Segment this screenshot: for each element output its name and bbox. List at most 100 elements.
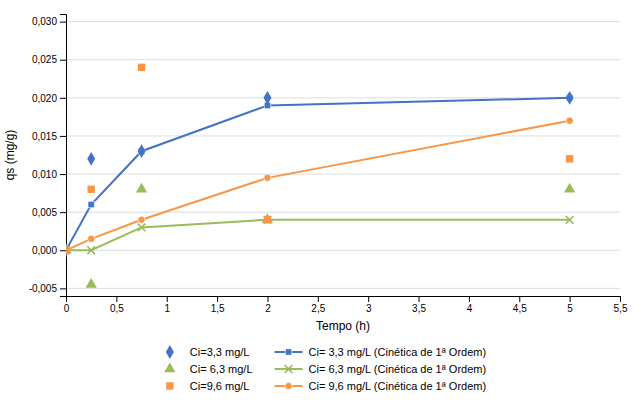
line-marker xyxy=(138,224,146,232)
series xyxy=(66,95,573,254)
y-tick: 0,010 xyxy=(32,169,66,180)
y-tick: 0,015 xyxy=(32,131,66,142)
legend: Ci=3,3 mg/L Ci= 3,3 mg/L (Cinética de 1ª … xyxy=(164,345,486,392)
line xyxy=(66,98,570,250)
marks xyxy=(66,64,575,288)
x-tick-mark xyxy=(570,296,571,302)
line-marker xyxy=(66,246,70,254)
x-tick-label: 4 xyxy=(467,303,473,314)
y-tick-mark xyxy=(60,22,66,23)
x-tick: 5 xyxy=(567,296,573,314)
y-tick-label: 0,000 xyxy=(32,245,57,256)
point xyxy=(87,152,95,166)
legend-item: Ci=9,6 mg/L xyxy=(166,380,249,392)
point xyxy=(87,186,94,193)
point xyxy=(138,64,145,71)
point xyxy=(136,183,147,193)
grid-line xyxy=(66,135,620,136)
point xyxy=(566,155,573,162)
legend-label: Ci= 6,3 mg/L (Cinética de 1ª Ordem) xyxy=(309,363,487,375)
y-tick-label: -0,005 xyxy=(29,283,58,294)
x-tick: 5,5 xyxy=(614,296,628,314)
y-tick-mark xyxy=(60,60,66,61)
series xyxy=(66,91,574,257)
y-tick-label: 0,025 xyxy=(32,54,57,65)
x-tick-label: 5,5 xyxy=(614,303,628,314)
line-marker xyxy=(264,216,272,224)
legend-item: Ci= 6,3 mg/L (Cinética de 1ª Ordem) xyxy=(275,363,487,375)
legend-item: Ci= 3,3 mg/L (Cinética de 1ª Ordem) xyxy=(275,346,487,358)
point xyxy=(566,91,574,105)
series xyxy=(66,183,575,288)
y-axis-title: qs (mg/g) xyxy=(3,130,17,181)
x-tick: 4,5 xyxy=(513,296,527,314)
x-tick: 3 xyxy=(366,296,372,314)
legend-label: Ci= 6,3 mg/L xyxy=(190,363,253,375)
series xyxy=(66,117,573,254)
legend-swatch xyxy=(164,362,175,372)
point xyxy=(263,91,271,105)
grid-line xyxy=(66,212,620,213)
legend-swatch xyxy=(166,345,174,359)
legend-item: Ci= 6,3 mg/L xyxy=(164,362,252,374)
line-marker xyxy=(87,246,95,254)
legend-swatch xyxy=(285,349,291,355)
grid-line xyxy=(66,59,620,60)
y-axis-line xyxy=(60,15,67,297)
x-tick-label: 5 xyxy=(567,303,573,314)
y-tick: 0,005 xyxy=(32,207,66,218)
legend-label: Ci=9,6 mg/L xyxy=(190,380,250,392)
x-tick-label: 4,5 xyxy=(513,303,527,314)
line-marker xyxy=(88,201,94,207)
y-tick-mark xyxy=(60,288,66,289)
legend-item: Ci= 9,6 mg/L (Cinética de 1ª Ordem) xyxy=(275,380,487,392)
point xyxy=(66,244,72,254)
chart: 0 0,5 1 1,5 2 2,5 3 3,5 4 4,5 5 5,5 -0,005 0,000 0,005… xyxy=(0,0,642,412)
grid-line xyxy=(66,174,620,175)
line-marker xyxy=(264,174,271,181)
y-tick-label: 0,030 xyxy=(32,16,57,27)
x-tick: 1,5 xyxy=(211,296,225,314)
x-tick-label: 2,5 xyxy=(311,303,325,314)
x-tick-label: 2 xyxy=(265,303,271,314)
x-tick-label: 1,5 xyxy=(211,303,225,314)
y-tick: -0,005 xyxy=(29,283,66,294)
plot: 0 0,5 1 1,5 2 2,5 3 3,5 4 4,5 5 5,5 -0,005 0,000 0,005… xyxy=(3,15,628,334)
y-tick: 0,020 xyxy=(32,93,66,104)
x-tick: 2,5 xyxy=(311,296,325,314)
x-tick: 1 xyxy=(164,296,170,314)
point xyxy=(264,216,271,223)
y-tick-label: 0,020 xyxy=(32,93,57,104)
line-marker xyxy=(566,216,574,224)
x-tick-mark xyxy=(318,296,319,302)
x-tick-label: 0 xyxy=(64,303,70,314)
point xyxy=(86,278,97,288)
y-tick: 0,000 xyxy=(32,245,66,256)
line-marker xyxy=(138,216,145,223)
y-tick: 0,025 xyxy=(32,54,66,65)
legend-label: Ci= 9,6 mg/L (Cinética de 1ª Ordem) xyxy=(309,380,487,392)
x-tick: 0 xyxy=(64,296,70,314)
x-tick-label: 3,5 xyxy=(412,303,426,314)
x-tick-mark xyxy=(267,296,268,302)
legend-label: Ci= 3,3 mg/L (Cinética de 1ª Ordem) xyxy=(309,346,487,358)
legend-swatch xyxy=(166,382,173,389)
legend-label: Ci=3,3 mg/L xyxy=(190,346,250,358)
line-marker xyxy=(88,235,95,242)
x-tick: 2 xyxy=(265,296,271,314)
line-marker xyxy=(66,247,69,253)
line xyxy=(66,220,570,250)
y-tick-mark xyxy=(60,212,66,213)
y-tick-label: 0,015 xyxy=(32,131,57,142)
line xyxy=(66,121,570,251)
x-tick-label: 3 xyxy=(366,303,372,314)
x-tick-label: 1 xyxy=(164,303,170,314)
x-tick-mark xyxy=(167,296,168,302)
grid-line xyxy=(66,288,620,289)
point xyxy=(138,144,146,158)
point xyxy=(262,213,273,223)
x-tick-label: 0,5 xyxy=(110,303,124,314)
grid-line xyxy=(66,250,620,251)
y-axis: -0,005 0,000 0,005 0,010 0,015 0,020 0,025 0,03… xyxy=(29,15,67,297)
y-tick-label: 0,010 xyxy=(32,169,57,180)
